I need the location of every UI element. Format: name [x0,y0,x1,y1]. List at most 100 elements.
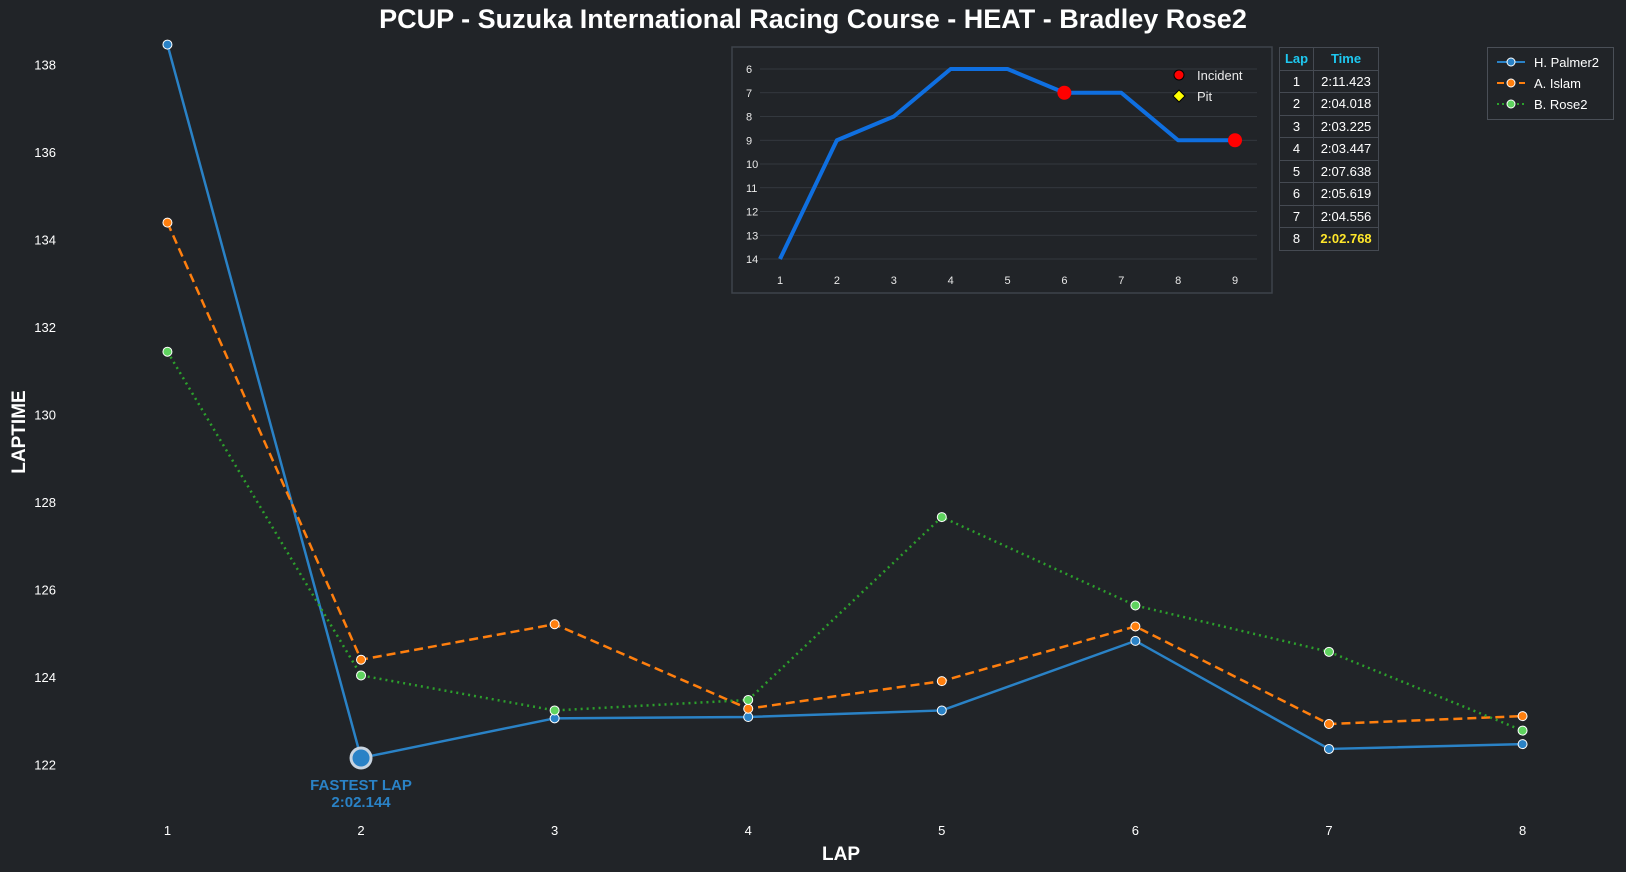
table-cell-lap: 3 [1279,114,1314,138]
data-point-islam [1130,621,1141,632]
series-line-islam [166,222,1523,726]
inset-x-tick-label: 5 [1004,275,1010,287]
inset-x-tick-label: 1 [777,275,783,287]
table-header-lap: Lap [1279,47,1314,71]
legend-item-rose: B. Rose2 [1496,94,1587,114]
data-point-islam [1323,719,1334,729]
y-tick-label: 126 [34,582,56,597]
data-point-palmer [1323,743,1334,754]
table-cell-time: 2:05.619 [1313,182,1379,206]
legend-swatch-islam [1497,78,1525,88]
data-point-palmer [743,712,754,722]
inset-y-tick-label: 9 [746,135,752,147]
data-point-palmer [162,39,173,50]
data-point-rose [356,670,367,681]
pit-legend-icon [1172,89,1186,103]
series-line-rose [166,351,1524,732]
data-point-islam [936,676,947,687]
inset-y-tick-label: 10 [746,159,758,171]
table-header-row: Lap Time [1279,47,1379,71]
y-tick-label: 122 [34,757,56,772]
table-row: 1 2:11.423 [1279,69,1379,93]
data-point-islam [162,217,173,228]
inset-x-tick-label: 3 [891,275,897,287]
x-tick-label: 5 [938,823,945,838]
data-point-rose [936,512,947,523]
legend-label-palmer: H. Palmer2 [1534,54,1600,70]
legend-item-islam: A. Islam [1496,73,1581,93]
data-point-islam [743,703,754,714]
y-tick-label: 128 [34,495,56,510]
fastest-lap-marker [349,746,373,770]
lap-table-body: 1 2:11.423 2 2:04.018 3 2:03.225 4 2:03.447 5 2:0… [1279,69,1379,251]
lap-times-table: Lap Time 1 2:11.423 2 2:04.018 3 2:03.225 4 2:0… [1279,47,1379,251]
table-row: 4 2:03.447 [1279,137,1379,161]
table-cell-time: 2:07.638 [1313,159,1379,183]
y-tick-label: 132 [34,320,56,335]
table-row: 6 2:05.619 [1279,182,1379,206]
table-cell-lap: 8 [1279,227,1314,251]
table-row: 2 2:04.018 [1279,92,1379,116]
y-tick-label: 130 [34,407,56,422]
table-header-time: Time [1313,47,1379,71]
position-line [778,67,1235,260]
legend-label-rose: B. Rose2 [1534,96,1588,112]
inset-y-tick-label: 8 [746,112,752,124]
series-legend: H. Palmer2 A. Islam B. Rose2 [1487,47,1614,120]
y-tick-label: 136 [34,145,56,160]
inset-y-tick-label: 13 [746,230,758,242]
y-tick-label: 124 [34,670,56,685]
table-cell-time: 2:03.225 [1313,114,1379,138]
incident-legend-icon [1173,69,1185,81]
incident-marker [1057,85,1072,100]
data-point-rose [162,346,173,357]
table-cell-time: 2:03.447 [1313,137,1379,161]
x-tick-label: 2 [357,823,364,838]
table-cell-time: 2:04.556 [1313,204,1379,228]
data-point-rose [549,705,560,716]
table-cell-lap: 4 [1279,137,1314,161]
data-point-rose [1130,600,1141,611]
legend-label-islam: A. Islam [1534,75,1581,91]
x-axis-label: LAP [822,844,860,865]
inset-frame [731,46,1273,294]
y-tick-label: 134 [34,232,56,247]
data-point-palmer [936,705,947,716]
table-cell-time: 2:02.768 [1313,227,1379,251]
data-point-islam [549,619,560,630]
inset-x-tick-label: 2 [834,275,840,287]
y-tick-label: 138 [34,57,56,72]
data-point-palmer [1130,635,1141,646]
x-tick-label: 1 [164,823,171,838]
table-cell-lap: 5 [1279,159,1314,183]
inset-y-tick-label: 7 [746,88,752,100]
incident-legend-label: Incident [1197,68,1243,83]
x-tick-label: 6 [1132,823,1139,838]
table-row: 8 2:02.768 [1279,227,1379,251]
inset-y-tick-label: 6 [746,64,752,76]
table-row: 7 2:04.556 [1279,204,1379,228]
data-point-rose [1517,725,1528,736]
x-tick-label: 7 [1325,823,1332,838]
data-point-palmer [1517,739,1528,750]
x-tick-label: 3 [551,823,558,838]
fastest-lap-time: 2:02.144 [331,794,391,811]
chart-title: PCUP - Suzuka International Racing Cours… [379,4,1247,34]
data-point-islam [1517,711,1528,722]
inset-y-tick-label: 14 [746,254,758,266]
table-row: 3 2:03.225 [1279,114,1379,138]
data-point-rose [743,694,754,705]
legend-swatch-palmer [1497,57,1525,67]
inset-x-tick-label: 6 [1061,275,1067,287]
table-row: 5 2:07.638 [1279,159,1379,183]
table-cell-time: 2:04.018 [1313,92,1379,116]
inset-y-tick-label: 11 [746,183,757,195]
table-cell-lap: 1 [1279,69,1314,93]
data-point-islam [356,654,367,665]
incident-marker [1228,133,1242,148]
fastest-lap-label: FASTEST LAP [310,777,412,794]
inset-x-tick-label: 4 [948,275,954,287]
